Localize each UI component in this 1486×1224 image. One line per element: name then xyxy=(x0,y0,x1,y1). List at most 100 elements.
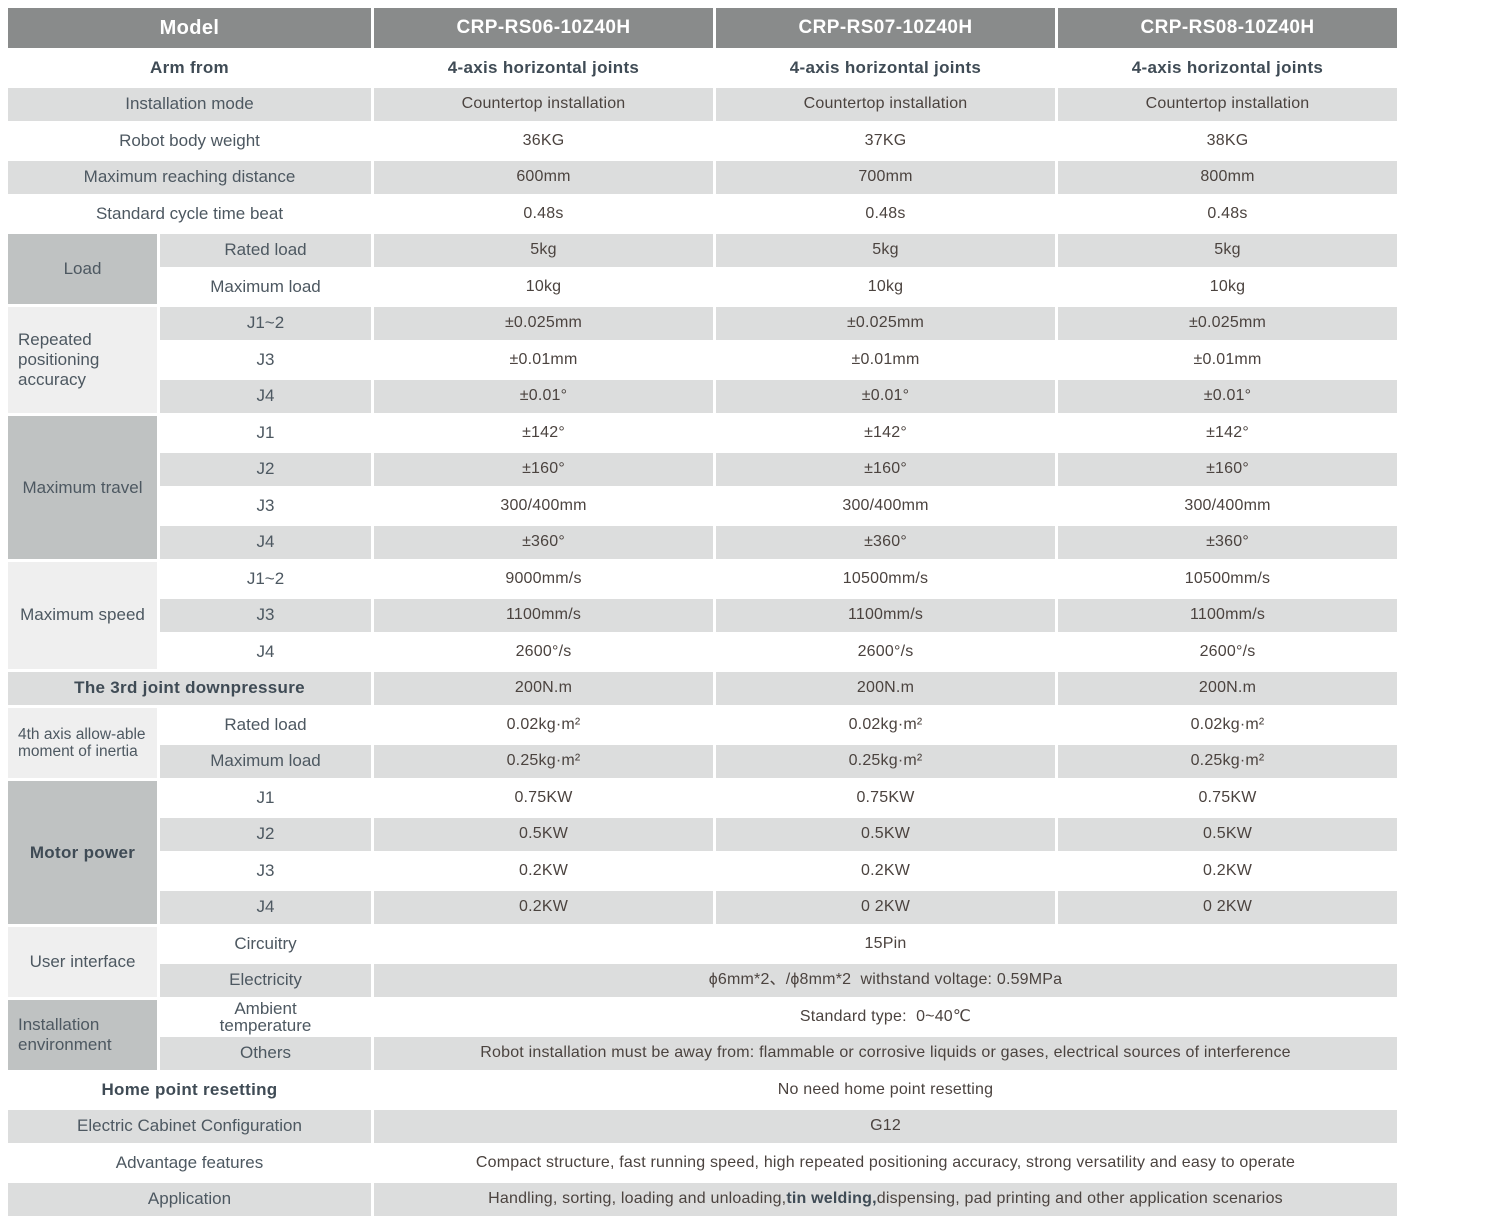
motor-j3-label: J3 xyxy=(256,860,275,880)
motor-j1-value-1: 0.75KW xyxy=(514,788,573,806)
speed-j4-value-2: 2600°/s xyxy=(857,642,914,660)
application-label: Application xyxy=(8,1182,371,1216)
travel-j4-label: J4 xyxy=(160,525,371,559)
standard-cycle-time-value-3: 0.48s xyxy=(1207,204,1248,222)
travel-j3-value-3: 300/400mm xyxy=(1184,496,1271,514)
others-value: Robot installation must be away from: fl… xyxy=(374,1036,1397,1070)
rpa-j4-value-2: ±0.01° xyxy=(716,379,1055,413)
installation-mode-value-1: Countertop installation xyxy=(374,87,713,121)
group-label-motor-power: Motor power xyxy=(8,781,157,924)
travel-j1-label: J1 xyxy=(256,422,275,442)
travel-j2-value-3: ±160° xyxy=(1058,452,1397,486)
third-joint-downpressure-value-1: 200N.m xyxy=(374,671,713,705)
travel-j4-value-2: ±360° xyxy=(716,525,1055,559)
group-label-maximum-travel: Maximum travel xyxy=(8,416,157,559)
travel-j2-value-1: ±160° xyxy=(374,452,713,486)
travel-j1-value-1: ±142° xyxy=(522,423,565,441)
others-label: Others xyxy=(160,1036,371,1070)
group-label-user-interface: User interface xyxy=(8,927,157,997)
max-reaching-distance-label: Maximum reaching distance xyxy=(8,160,371,194)
inertia-rated-value-2: 0.02kg·m² xyxy=(848,715,923,733)
rpa-j3-value-2: ±0.01mm xyxy=(851,350,920,368)
speed-j3-value-3: 1100mm/s xyxy=(1058,598,1397,632)
inertia-maximum-label: Maximum load xyxy=(160,744,371,778)
electric-cabinet-configuration-label: Electric Cabinet Configuration xyxy=(8,1109,371,1143)
electricity-value: ϕ6mm*2、/ϕ8mm*2 withstand voltage: 0.59MP… xyxy=(374,963,1397,997)
load-rated-value-1: 5kg xyxy=(374,233,713,267)
speed-j12-value-2: 10500mm/s xyxy=(842,569,929,587)
circuitry-label: Circuitry xyxy=(234,933,297,953)
electricity-label: Electricity xyxy=(160,963,371,997)
motor-j3-value-2: 0.2KW xyxy=(860,861,910,879)
inertia-rated-value-3: 0.02kg·m² xyxy=(1190,715,1265,733)
max-reaching-distance-value-1: 600mm xyxy=(374,160,713,194)
rpa-j12-label: J1~2 xyxy=(160,306,371,340)
load-maximum-value-1: 10kg xyxy=(525,277,562,295)
travel-j1-value-2: ±142° xyxy=(864,423,907,441)
arm-from-value-2: 4-axis horizontal joints xyxy=(789,57,982,77)
rpa-j12-value-1: ±0.025mm xyxy=(374,306,713,340)
arm-from-value-1: 4-axis horizontal joints xyxy=(447,57,640,77)
application-value-bold: tin welding, xyxy=(786,1190,877,1208)
model-name-col-2: CRP-RS07-10Z40H xyxy=(716,8,1055,48)
load-maximum-value-3: 10kg xyxy=(1209,277,1246,295)
load-rated-label: Rated load xyxy=(160,233,371,267)
load-maximum-label: Maximum load xyxy=(210,276,321,296)
speed-j12-value-1: 9000mm/s xyxy=(505,569,582,587)
load-rated-value-3: 5kg xyxy=(1058,233,1397,267)
speed-j4-label: J4 xyxy=(256,641,275,661)
motor-j3-value-3: 0.2KW xyxy=(1202,861,1252,879)
speed-j12-label: J1~2 xyxy=(246,568,285,588)
inertia-rated-value-1: 0.02kg·m² xyxy=(506,715,581,733)
rpa-j3-value-1: ±0.01mm xyxy=(509,350,578,368)
motor-j3-value-1: 0.2KW xyxy=(518,861,568,879)
max-reaching-distance-value-2: 700mm xyxy=(716,160,1055,194)
robot-body-weight-label: Robot body weight xyxy=(119,130,260,150)
circuitry-value: 15Pin xyxy=(864,934,907,952)
advantage-features-label: Advantage features xyxy=(115,1152,264,1172)
rpa-j4-value-1: ±0.01° xyxy=(374,379,713,413)
rpa-j12-value-3: ±0.025mm xyxy=(1058,306,1397,340)
motor-j4-value-2: 0 2KW xyxy=(716,890,1055,924)
motor-j4-label: J4 xyxy=(160,890,371,924)
motor-j2-value-3: 0.5KW xyxy=(1058,817,1397,851)
motor-j2-label: J2 xyxy=(160,817,371,851)
speed-j3-label: J3 xyxy=(160,598,371,632)
travel-j4-value-3: ±360° xyxy=(1058,525,1397,559)
rpa-j4-label: J4 xyxy=(160,379,371,413)
application-value: Handling, sorting, loading and unloading… xyxy=(374,1182,1397,1216)
home-point-resetting-value: No need home point resetting xyxy=(777,1080,994,1098)
motor-j1-label: J1 xyxy=(256,787,275,807)
inertia-rated-label: Rated load xyxy=(224,714,307,734)
motor-j1-value-3: 0.75KW xyxy=(1198,788,1257,806)
travel-j4-value-1: ±360° xyxy=(374,525,713,559)
model-header-cell: Model xyxy=(8,8,371,48)
group-label-maximum-speed: Maximum speed xyxy=(8,562,157,669)
spec-table: Model CRP-RS06-10Z40H CRP-RS07-10Z40H CR… xyxy=(8,8,1397,1216)
robot-body-weight-value-2: 37KG xyxy=(864,131,907,149)
rpa-j3-label: J3 xyxy=(256,349,275,369)
installation-mode-label: Installation mode xyxy=(8,87,371,121)
motor-j4-value-3: 0 2KW xyxy=(1058,890,1397,924)
third-joint-downpressure-label: The 3rd joint downpressure xyxy=(8,671,371,705)
motor-j2-value-2: 0.5KW xyxy=(716,817,1055,851)
installation-mode-value-3: Countertop installation xyxy=(1058,87,1397,121)
travel-j3-label: J3 xyxy=(256,495,275,515)
travel-j1-value-3: ±142° xyxy=(1206,423,1249,441)
travel-j2-value-2: ±160° xyxy=(716,452,1055,486)
rpa-j3-value-3: ±0.01mm xyxy=(1193,350,1262,368)
group-label-fourth-axis-inertia: 4th axis allow-able moment of inertia xyxy=(8,708,157,778)
model-name-col-3: CRP-RS08-10Z40H xyxy=(1058,8,1397,48)
arm-from-label: Arm from xyxy=(150,57,229,77)
ambient-temperature-value: Standard type: 0~40℃ xyxy=(799,1007,972,1025)
rpa-j4-value-3: ±0.01° xyxy=(1058,379,1397,413)
inertia-maximum-value-2: 0.25kg·m² xyxy=(716,744,1055,778)
group-label-installation-environment: Installation environment xyxy=(8,1000,157,1070)
group-label-load: Load xyxy=(8,233,157,304)
application-value-post: dispensing, pad printing and other appli… xyxy=(876,1190,1283,1208)
third-joint-downpressure-value-3: 200N.m xyxy=(1058,671,1397,705)
installation-mode-value-2: Countertop installation xyxy=(716,87,1055,121)
standard-cycle-time-value-2: 0.48s xyxy=(865,204,906,222)
motor-j2-value-1: 0.5KW xyxy=(374,817,713,851)
standard-cycle-time-value-1: 0.48s xyxy=(523,204,564,222)
